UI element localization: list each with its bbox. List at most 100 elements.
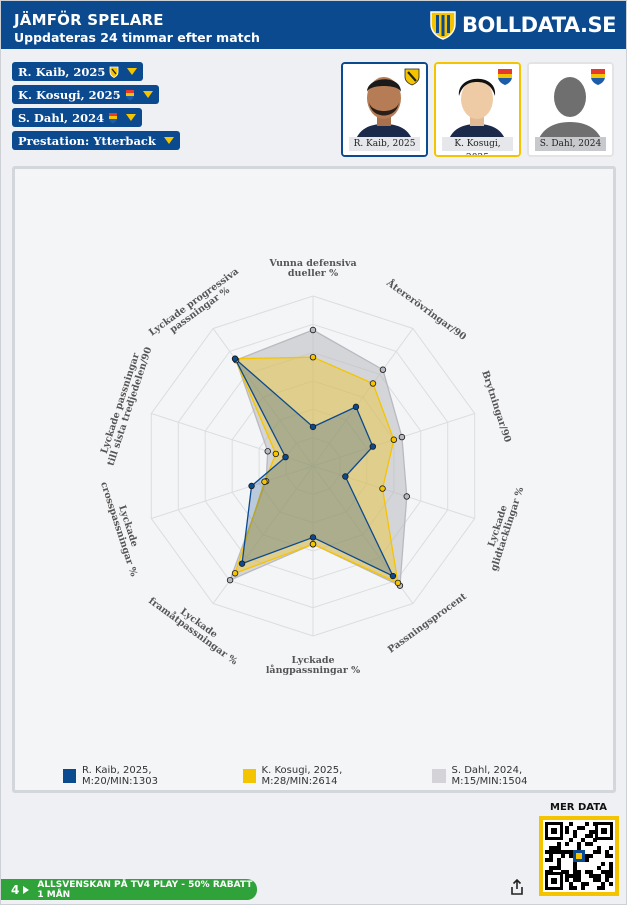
qr-module — [569, 854, 573, 858]
brand-logo[interactable]: BOLLDATA.SE — [430, 10, 616, 40]
legend-item-dahl[interactable]: S. Dahl, 2024, M:15/MIN:1504 — [432, 765, 591, 787]
position-select-label: Prestation: Ytterback — [18, 133, 156, 148]
data-point — [309, 353, 317, 361]
qr-module — [557, 858, 561, 862]
qr-module — [605, 874, 609, 878]
axis-label: Lyckade progressivapassningar % — [147, 266, 247, 346]
qr-module — [549, 866, 553, 870]
share-icon[interactable] — [510, 879, 524, 895]
djurgarden-badge-icon — [591, 69, 605, 85]
qr-module — [573, 834, 577, 838]
qr-module — [605, 854, 609, 858]
qr-module — [605, 870, 609, 874]
qr-module — [569, 822, 573, 826]
qr-module — [576, 853, 582, 859]
player-3-select[interactable]: S. Dahl, 2024 — [12, 108, 143, 127]
qr-module — [601, 886, 605, 890]
promo-banner[interactable]: 4 ALLSVENSKAN PÅ TV4 PLAY - 50% RABATT 1… — [1, 879, 257, 900]
header-bar: JÄMFÖR SPELARE Uppdateras 24 timmar efte… — [1, 1, 626, 49]
player-1-select[interactable]: R. Kaib, 2025 — [12, 62, 144, 81]
player-card-dahl[interactable]: S. Dahl, 2024 — [527, 62, 614, 157]
qr-module — [585, 854, 589, 858]
qr-code[interactable] — [539, 816, 619, 896]
qr-module — [557, 842, 561, 846]
page-subtitle: Uppdateras 24 timmar efter match — [14, 30, 260, 45]
qr-module — [565, 870, 569, 874]
axis-label: Lyckadeframåtpassningar % — [146, 587, 245, 667]
qr-module — [581, 886, 585, 890]
qr-module — [589, 870, 593, 874]
chevron-down-icon — [126, 114, 137, 121]
djurgarden-badge-icon — [498, 69, 512, 85]
qr-module — [601, 870, 605, 874]
qr-module — [569, 874, 573, 878]
qr-module — [573, 866, 577, 870]
qr-module — [605, 878, 609, 882]
qr-module — [593, 838, 597, 842]
data-point — [272, 450, 280, 458]
player-2-select-label: K. Kosugi, 2025 — [18, 87, 121, 102]
position-select[interactable]: Prestation: Ytterback — [12, 131, 180, 150]
brand-shield-icon — [430, 11, 456, 40]
qr-module — [601, 828, 607, 834]
qr-module — [589, 834, 593, 838]
djurgarden-badge-icon — [125, 89, 134, 100]
qr-module — [585, 842, 589, 846]
qr-module — [589, 842, 593, 846]
qr-module — [545, 870, 549, 874]
data-point — [231, 570, 239, 577]
data-point — [389, 572, 397, 580]
qr-module — [577, 826, 581, 830]
qr-module — [589, 830, 593, 834]
player-card-kaib[interactable]: R. Kaib, 2025 — [341, 62, 428, 157]
qr-module — [597, 866, 601, 870]
data-point — [398, 433, 406, 441]
qr-module — [565, 830, 569, 834]
data-point — [390, 436, 398, 443]
qr-module — [593, 874, 597, 878]
qr-module — [597, 874, 601, 878]
qr-module — [561, 870, 565, 874]
player-card-caption: R. Kaib, 2025 — [349, 137, 420, 151]
legend-item-kosugi[interactable]: K. Kosugi, 2025, M:28/MIN:2614 — [242, 765, 411, 787]
qr-module — [553, 850, 557, 854]
player-card-kosugi[interactable]: K. Kosugi, 2025 — [434, 62, 521, 157]
qr-module — [577, 846, 581, 850]
data-point — [352, 403, 360, 411]
player-3-select-label: S. Dahl, 2024 — [18, 110, 105, 125]
axis-label: Brytningar/90 — [479, 369, 513, 444]
data-point — [379, 366, 387, 373]
hacken-badge-icon — [110, 66, 119, 78]
axis-label: Lyckadeglidtacklingar % — [479, 483, 526, 573]
qr-module — [581, 838, 585, 842]
axis-label: Passningsprocent — [386, 591, 469, 656]
player-2-select[interactable]: K. Kosugi, 2025 — [12, 85, 159, 104]
qr-module — [545, 858, 549, 862]
qr-module — [569, 838, 573, 842]
tv4-logo-icon: 4 — [11, 882, 20, 897]
qr-module — [557, 846, 561, 850]
qr-module — [553, 866, 557, 870]
qr-module — [581, 882, 585, 886]
qr-module — [601, 862, 605, 866]
axis-label: Återerövringar/90 — [383, 276, 469, 343]
qr-module — [551, 878, 557, 884]
qr-module — [549, 870, 553, 874]
chevron-down-icon — [142, 91, 153, 98]
data-point — [264, 448, 271, 455]
qr-module — [565, 826, 569, 830]
axis-label: Lyckade långpassningar % — [266, 655, 360, 676]
legend-swatch-kosugi — [242, 769, 256, 783]
chevron-down-icon — [127, 68, 138, 75]
data-point — [261, 478, 268, 485]
legend-item-kaib[interactable]: R. Kaib, 2025, M:20/MIN:1303 — [63, 765, 221, 787]
qr-module — [551, 828, 557, 834]
qr-module — [565, 878, 569, 882]
brand-name: BOLLDATA.SE — [462, 13, 616, 37]
qr-module — [565, 850, 569, 854]
qr-module — [593, 830, 597, 834]
qr-module — [569, 850, 573, 854]
legend-label-dahl: S. Dahl, 2024, M:15/MIN:1504 — [451, 765, 528, 787]
qr-module — [561, 854, 565, 858]
qr-module — [609, 870, 613, 874]
